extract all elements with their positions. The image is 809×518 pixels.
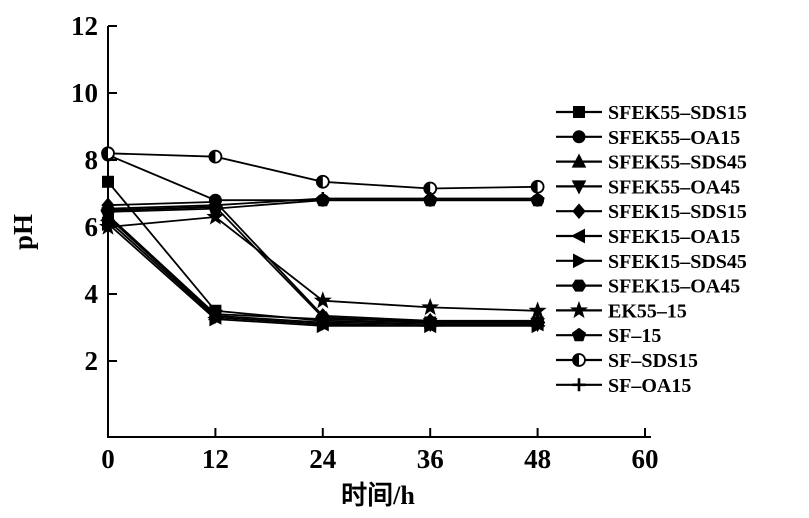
legend-item-SFEK55–SDS15: SFEK55–SDS15: [556, 102, 747, 124]
point-hexagon-marker-icon: [315, 311, 331, 324]
x-tick-label: 36: [417, 444, 444, 474]
point-star-marker-icon: [206, 207, 225, 225]
legend-label: EK55–15: [608, 300, 687, 322]
legend-label: SFEK15–SDS15: [608, 201, 747, 223]
legend-layer: SFEK55–SDS15 SFEK55–OA15 SFEK55–SDS45SFEK5…: [556, 102, 747, 397]
legend-label: SFEK15–OA45: [608, 276, 740, 298]
x-tick-label: 12: [202, 444, 229, 474]
point-plus-marker-icon: [101, 202, 115, 216]
point-triangle-right-marker-icon: [209, 311, 224, 327]
point-hexagon-marker-icon: [422, 316, 438, 329]
legend-triangle-left-marker-icon: [570, 228, 585, 244]
legend-label: SF–OA15: [608, 375, 691, 397]
legend-triangle-up-marker-icon: [571, 153, 587, 168]
series-line: [107, 205, 538, 324]
point-plus-marker-icon: [531, 192, 545, 206]
y-tick-label: 8: [85, 145, 99, 175]
y-tick-label: 4: [85, 279, 99, 309]
legend-triangle-right-marker-icon: [573, 253, 588, 269]
legend-item-SFEK15–OA15: SFEK15–OA15: [556, 226, 740, 248]
legend-half-circle-marker-icon: [572, 353, 586, 367]
x-tick-label: 24: [309, 444, 336, 474]
y-tick-label: 6: [85, 212, 99, 242]
legend-item-SFEK55–SDS45: SFEK55–SDS45: [556, 152, 747, 174]
point-star-marker-icon: [313, 291, 332, 309]
point-star-marker-icon: [528, 301, 547, 319]
legend-item-SFEK15–SDS15: SFEK15–SDS15: [556, 201, 747, 223]
legend-item-EK55–15: EK55–15: [556, 300, 687, 322]
legend-label: SF–SDS15: [608, 350, 698, 372]
point-plus-marker-icon: [208, 198, 222, 212]
x-tick-label: 0: [101, 444, 115, 474]
legend-item-SFEK55–OA15: SFEK55–OA15: [556, 127, 740, 149]
series-line: [107, 214, 538, 322]
point-half-circle-marker-icon: [208, 149, 223, 164]
series-layer: [99, 146, 547, 334]
point-star-marker-icon: [421, 297, 440, 316]
point-half-circle-marker-icon: [315, 174, 330, 189]
point-half-circle-marker-icon: [423, 181, 438, 196]
legend-item-SF–SDS15: SF–SDS15: [556, 350, 698, 372]
axis-spines: [107, 26, 651, 438]
series-EK55–15: [99, 207, 547, 319]
point-half-circle-marker-icon: [101, 146, 115, 161]
series-SF–OA15: [101, 192, 545, 216]
series-SF–SDS15: [101, 146, 545, 196]
legend-star-marker-icon: [570, 300, 588, 319]
legend-plus-marker-icon: [572, 378, 586, 392]
legend-label: SFEK55–OA45: [608, 176, 740, 198]
legend-hexagon-marker-icon: [571, 279, 587, 292]
legend-item-SFEK15–SDS45: SFEK15–SDS45: [556, 251, 747, 273]
y-tick-label: 12: [71, 11, 98, 41]
x-axis-title: 时间/h: [341, 481, 415, 510]
legend-label: SFEK55–OA15: [608, 127, 740, 149]
point-plus-marker-icon: [316, 192, 330, 206]
y-tick-label: 10: [71, 78, 98, 108]
legend-item-SFEK55–OA45: SFEK55–OA45: [556, 176, 740, 198]
y-tick-label: 2: [85, 346, 99, 376]
legend-item-SF–15: SF–15: [556, 325, 661, 347]
point-plus-marker-icon: [423, 192, 437, 206]
point-half-circle-marker-icon: [530, 179, 545, 194]
x-tick-label: 60: [632, 444, 659, 474]
series-SFEK15–OA45: [100, 200, 546, 329]
y-axis-title: pH: [8, 214, 38, 250]
legend-diamond-marker-icon: [572, 203, 586, 219]
point-star-marker-icon: [99, 217, 117, 235]
point-square-marker-icon: [102, 175, 114, 188]
x-tick-label: 48: [524, 444, 551, 474]
legend-triangle-down-marker-icon: [571, 180, 587, 195]
legend-label: SFEK55–SDS15: [608, 102, 747, 124]
legend-label: SFEK15–SDS45: [608, 251, 747, 273]
legend-label: SFEK15–OA15: [608, 226, 740, 248]
legend-item-SFEK15–OA45: SFEK15–OA45: [556, 276, 740, 298]
legend-circle-marker-icon: [572, 130, 586, 144]
legend-item-SF–OA15: SF–OA15: [556, 375, 691, 397]
legend-label: SF–15: [608, 325, 661, 347]
legend-label: SFEK55–SDS45: [608, 152, 747, 174]
legend-pentagon-marker-icon: [571, 327, 587, 342]
point-hexagon-marker-icon: [530, 316, 546, 329]
legend-square-marker-icon: [573, 106, 585, 118]
